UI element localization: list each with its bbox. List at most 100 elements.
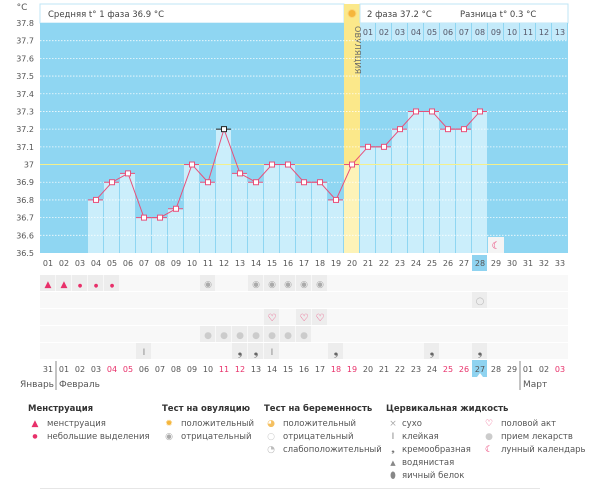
cycle-day-label: 23 <box>395 259 405 268</box>
luteal-day-cell <box>472 23 487 40</box>
marker-cell <box>472 343 487 359</box>
marker-cell <box>200 275 215 291</box>
y-axis-unit: °C <box>17 3 28 13</box>
calendar-date: 13 <box>251 365 261 374</box>
legend-title: Тест на беременность <box>264 404 373 414</box>
creamy-icon: ❟ <box>254 344 259 358</box>
temperature-bar <box>264 164 279 253</box>
marker-cell <box>264 326 279 342</box>
month-label: Март <box>523 380 547 390</box>
luteal-day-cell <box>408 23 423 40</box>
luteal-day-cell <box>552 23 567 40</box>
legend-title: Менструация <box>28 404 94 414</box>
temperature-point <box>109 179 115 186</box>
temperature-bar <box>456 129 471 253</box>
pregnancy-positive-icon: ◕ <box>267 418 275 429</box>
legend-item: клейкая <box>402 431 439 442</box>
calendar-date: 03 <box>555 365 565 374</box>
legend-item: прием лекарств <box>501 431 573 442</box>
sticky-icon: I <box>143 348 146 358</box>
cycle-day-label: 12 <box>219 259 229 268</box>
spotting-icon: ● <box>94 283 99 289</box>
pill-icon: ● <box>268 331 276 341</box>
calendar-date: 19 <box>347 365 357 374</box>
temperature-bar <box>168 208 183 253</box>
calendar-date: 07 <box>155 365 165 374</box>
pill-icon: ● <box>485 431 493 442</box>
y-tick-label: 37.3 <box>16 107 34 116</box>
creamy-icon: ❟ <box>391 444 395 455</box>
ovulation-negative-icon: ◉ <box>204 280 212 290</box>
calendar-date: 15 <box>283 365 293 374</box>
calendar-date: 29 <box>507 365 517 374</box>
temperature-point <box>157 214 163 221</box>
luteal-day-label: 07 <box>459 28 469 37</box>
cycle-day-label: 14 <box>251 259 261 268</box>
pill-icon: ● <box>220 331 228 341</box>
marker-cell <box>296 326 311 342</box>
temperature-bar <box>184 164 199 253</box>
legend-item: положительный <box>283 418 356 429</box>
ovulation-negative-icon: ◉ <box>316 280 324 290</box>
luteal-day-label: 13 <box>555 28 565 37</box>
temperature-point <box>365 143 371 150</box>
temperature-bar <box>440 129 455 253</box>
bbt-chart: Средняя t° 1 фаза 36.9 °C 2 фаза 37.2 °C Р… <box>16 3 569 390</box>
cycle-day-label: 33 <box>555 259 565 268</box>
heart-icon: ♡ <box>316 313 325 324</box>
cycle-day-label: 09 <box>171 259 181 268</box>
legend-item: кремообразная <box>402 444 471 455</box>
cycle-day-label: 22 <box>379 259 389 268</box>
calendar-date: 01 <box>523 365 533 374</box>
marker-cell <box>232 326 247 342</box>
creamy-icon: ❟ <box>430 344 435 358</box>
luteal-day-cell <box>536 23 551 40</box>
marker-cell <box>216 326 231 342</box>
legend-menstruation: Менструация ▲ менструация ● небольшие выде… <box>28 404 150 443</box>
marker-cell <box>312 309 327 325</box>
calendar-date: 24 <box>427 365 437 374</box>
calendar-date: 12 <box>235 365 245 374</box>
marker-cell <box>296 309 311 325</box>
cycle-day-label: 26 <box>443 259 453 268</box>
luteal-day-cell <box>424 23 439 40</box>
calendar-date: 02 <box>75 365 85 374</box>
calendar-date: 18 <box>331 365 341 374</box>
cycle-day-label: 30 <box>507 259 517 268</box>
menstruation-icon: ▲ <box>61 280 68 290</box>
luteal-day-cell <box>360 23 375 40</box>
luteal-day-label: 01 <box>363 28 373 37</box>
temperature-point <box>173 205 179 212</box>
cycle-day-label: 11 <box>203 259 213 268</box>
temperature-bar <box>232 173 247 253</box>
temperature-point <box>93 196 99 203</box>
legend-pregnancy-test: Тест на беременность ◕ положительный ○ отр… <box>264 404 382 456</box>
spotting-icon: ● <box>110 283 115 289</box>
luteal-day-cell <box>520 23 535 40</box>
calendar-date: 16 <box>299 365 309 374</box>
temperature-point <box>221 126 227 133</box>
luteal-day-label: 02 <box>379 28 389 37</box>
heart-icon: ♡ <box>484 418 494 429</box>
marker-cell <box>264 309 279 325</box>
luteal-day-label: 10 <box>507 28 517 37</box>
marker-cell <box>328 343 343 359</box>
temperature-point <box>237 170 243 177</box>
temperature-point <box>333 196 339 203</box>
cycle-day-label: 10 <box>187 259 197 268</box>
cycle-day-label: 16 <box>283 259 293 268</box>
marker-cell <box>248 275 263 291</box>
calendar-date: 17 <box>315 365 325 374</box>
ovulation-negative-icon: ◉ <box>284 280 292 290</box>
y-tick-label: 37.1 <box>16 143 34 152</box>
marker-cell <box>264 343 279 359</box>
calendar-date: 14 <box>267 365 277 374</box>
sticky-icon: I <box>391 431 395 442</box>
y-tick-label: 37.7 <box>16 37 34 46</box>
egg-white-icon: ⬮ <box>390 470 396 481</box>
y-tick-label: 37.4 <box>16 90 34 99</box>
luteal-day-cell <box>488 23 503 40</box>
legend-item: половой акт <box>501 418 557 429</box>
pregnancy-negative-icon: ○ <box>267 431 275 442</box>
